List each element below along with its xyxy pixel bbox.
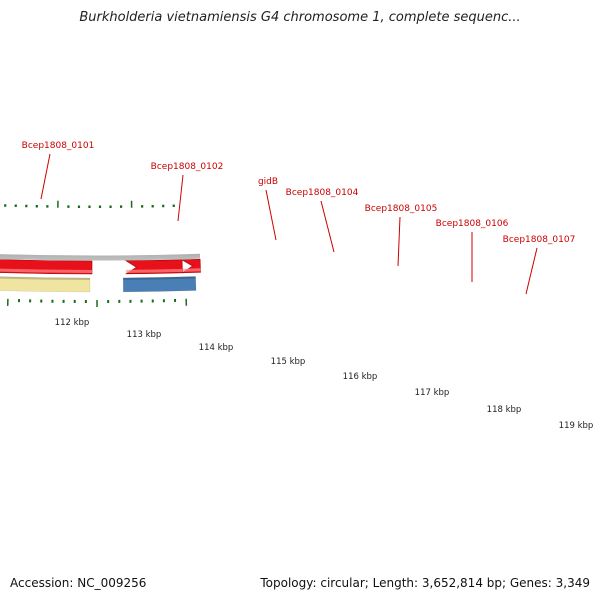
map-title: Burkholderia vietnamiensis G4 chromosome… [79, 10, 521, 25]
gene-arrow-highlight [182, 268, 201, 272]
chromosome-backbone [0, 253, 201, 261]
scale-label: 117 kbp [415, 388, 450, 398]
gene-gidb-label[interactable]: gidB [258, 177, 278, 187]
gene-class-bars [0, 274, 197, 293]
scale-label: 119 kbp [559, 421, 594, 431]
outer-tick-ring [6, 298, 188, 307]
scale-label: 118 kbp [487, 405, 522, 415]
gene-0102-bar-shade [0, 276, 90, 280]
gene-prev-bar[interactable] [122, 276, 197, 293]
gene-0107-leader [525, 247, 538, 295]
gene-0104-label[interactable]: Bcep1808_0104 [286, 188, 359, 198]
scale-label: 115 kbp [271, 357, 306, 367]
gene-0106-label[interactable]: Bcep1808_0106 [436, 219, 509, 229]
gene-0104-leader [320, 200, 335, 253]
gene-0105-label[interactable]: Bcep1808_0105 [365, 204, 438, 214]
gene-arrow-highlight [0, 268, 92, 273]
gene-arrows [0, 258, 201, 275]
gene-prev-label[interactable]: Bcep1808_0101 [22, 141, 95, 151]
scale-label: 113 kbp [127, 330, 162, 340]
gene-prev-leader [40, 153, 51, 200]
accession-text: Accession: NC_009256 [10, 576, 147, 590]
scale-label: 114 kbp [199, 343, 234, 353]
gene-0102-label[interactable]: Bcep1808_0102 [151, 162, 224, 172]
gene-prev-bar-shade [123, 276, 196, 280]
gene-0105-leader [397, 216, 401, 267]
gene-gidb-leader [265, 189, 277, 241]
gene-0102-bar[interactable] [0, 274, 91, 293]
gene-labels: Bcep1808_0101 Bcep1808_0102 gidB Bcep1808_0… [22, 141, 576, 295]
scale-tick-ring [4, 200, 175, 208]
gene-0107-label[interactable]: Bcep1808_0107 [503, 235, 576, 245]
topology-text: Topology: circular; Length: 3,652,814 bp… [260, 576, 590, 590]
scale-label: 116 kbp [343, 372, 378, 382]
gene-0102-leader [177, 174, 184, 222]
gene-arrow-highlight [126, 268, 183, 273]
scale-label: 112 kbp [55, 318, 90, 328]
scale-labels: 112 kbp 113 kbp 114 kbp 115 kbp 116 kbp 117 k… [55, 318, 594, 431]
